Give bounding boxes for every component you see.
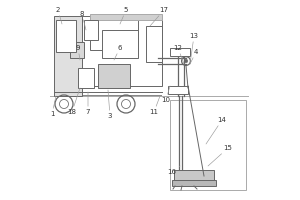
Bar [168,86,188,94]
Bar [78,68,94,88]
Bar [174,170,214,180]
Bar [54,95,162,96]
Text: 7: 7 [86,92,90,115]
Bar [170,100,246,190]
Text: 4: 4 [190,49,198,64]
Text: 2: 2 [56,7,62,24]
Text: 13: 13 [190,33,199,64]
Bar [54,16,82,96]
Bar [146,26,162,62]
Bar [70,42,84,58]
Bar [90,14,162,20]
Text: 16: 16 [167,166,180,175]
Bar [98,64,130,88]
Bar [84,20,98,40]
Text: 5: 5 [120,7,128,24]
Text: 14: 14 [206,117,226,144]
Text: 12: 12 [174,45,184,64]
Text: 9: 9 [76,45,80,60]
Bar [90,16,138,50]
Text: 10: 10 [161,86,170,103]
Circle shape [184,59,188,63]
Bar [170,48,190,56]
Text: 11: 11 [149,96,160,115]
Text: 1: 1 [50,96,56,117]
Bar [172,180,216,186]
Text: 18: 18 [68,88,80,115]
Bar [102,30,138,58]
Text: 15: 15 [208,145,232,166]
Text: 3: 3 [108,90,112,119]
Bar [82,16,162,86]
Text: 6: 6 [114,45,122,60]
Bar [56,20,76,52]
Text: 17: 17 [150,7,169,26]
Text: 8: 8 [80,11,86,30]
